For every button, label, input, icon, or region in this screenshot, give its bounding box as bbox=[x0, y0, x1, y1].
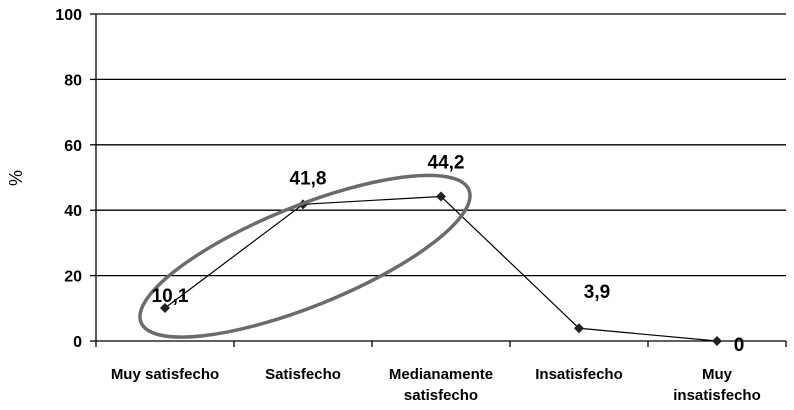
y-tick-labels: 0 20 40 60 80 100 bbox=[55, 7, 82, 351]
y-axis-label: % bbox=[6, 170, 26, 186]
x-tick-label: Insatisfecho bbox=[535, 366, 623, 383]
y-tick-label: 40 bbox=[64, 203, 82, 220]
x-tick-label: Muy insatisfecho bbox=[673, 366, 761, 404]
annotation bbox=[138, 173, 472, 339]
axes bbox=[90, 13, 787, 347]
x-tick-label: Muy satisfecho bbox=[111, 366, 219, 383]
data-point bbox=[160, 302, 170, 313]
data-label: 41,8 bbox=[290, 168, 327, 189]
x-tick-labels: Muy satisfecho Satisfecho Medianamente sati… bbox=[111, 366, 761, 404]
x-tick-label: Satisfecho bbox=[265, 366, 341, 383]
gridlines bbox=[96, 13, 786, 277]
y-tick-label: 100 bbox=[55, 7, 82, 24]
data-point bbox=[436, 191, 446, 202]
data-labels: 10,1 41,8 44,2 3,9 0 bbox=[152, 152, 745, 356]
y-tick-label: 20 bbox=[64, 269, 82, 286]
data-point bbox=[712, 336, 722, 346]
data-label: 0 bbox=[734, 335, 745, 356]
y-tick-label: 60 bbox=[64, 138, 82, 155]
data-label: 10,1 bbox=[152, 286, 189, 307]
series bbox=[160, 191, 722, 346]
data-point bbox=[574, 323, 584, 334]
x-tick-label: Medianamente satisfecho bbox=[389, 366, 493, 404]
data-label: 3,9 bbox=[584, 282, 610, 303]
annotation-ellipse bbox=[138, 173, 472, 339]
y-tick-label: 80 bbox=[64, 72, 82, 89]
y-tick-label: 0 bbox=[73, 334, 82, 351]
series-line bbox=[164, 195, 718, 342]
data-label: 44,2 bbox=[428, 152, 465, 173]
